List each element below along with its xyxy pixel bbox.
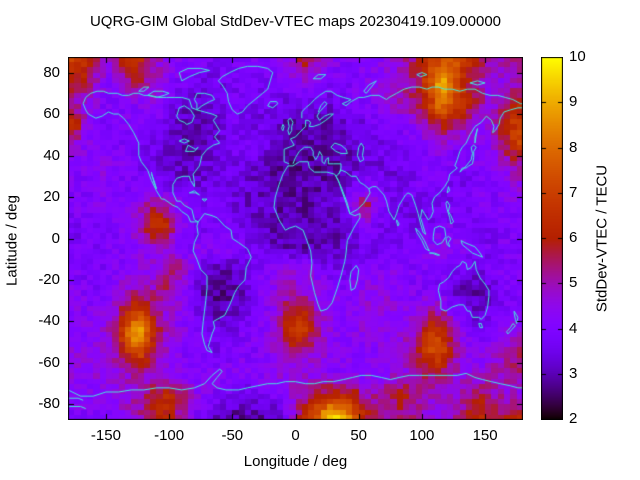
y-tick-label: -60 <box>38 353 60 371</box>
x-tick-label: 0 <box>291 427 300 444</box>
x-tick-label: -150 <box>90 427 121 444</box>
y-tick-label: 80 <box>43 63 60 81</box>
colorbar-tick-label: 6 <box>569 229 578 246</box>
colorbar-tick-label: 4 <box>569 319 578 337</box>
x-tick-label: 150 <box>472 427 498 444</box>
y-tick-label: 40 <box>43 146 60 164</box>
colorbar-tick-label: 10 <box>569 48 586 65</box>
y-tick-label: -20 <box>38 270 60 288</box>
x-axis-label: Longitude / deg <box>243 453 348 470</box>
colorbar-label: StdDev-VTEC / TECU <box>593 164 611 313</box>
y-tick-label: 60 <box>43 105 60 123</box>
y-tick-label: -40 <box>38 312 60 330</box>
colorbar-tick-label: 9 <box>569 93 578 111</box>
vtec-heatmap-canvas <box>68 57 523 420</box>
x-tick-label: -50 <box>221 427 244 444</box>
colorbar-tick-label: 7 <box>569 183 578 201</box>
colorbar-tick-label: 8 <box>569 138 578 156</box>
x-tick-label: -100 <box>154 427 185 444</box>
colorbar-tick-label: 3 <box>569 364 578 382</box>
plot-title: UQRG-GIM Global StdDev-VTEC maps 2023041… <box>89 13 502 30</box>
colorbar-tick-label: 5 <box>569 274 578 292</box>
y-tick-label: 20 <box>43 188 60 205</box>
colorbar-tick-label: 2 <box>569 410 578 427</box>
colorbar-canvas <box>541 57 563 420</box>
x-tick-label: 50 <box>350 427 368 444</box>
y-tick-label: -80 <box>38 395 60 413</box>
x-tick-label: 100 <box>409 427 435 444</box>
y-axis-label: Latitude / deg <box>3 195 21 286</box>
y-tick-label: 0 <box>51 229 60 247</box>
